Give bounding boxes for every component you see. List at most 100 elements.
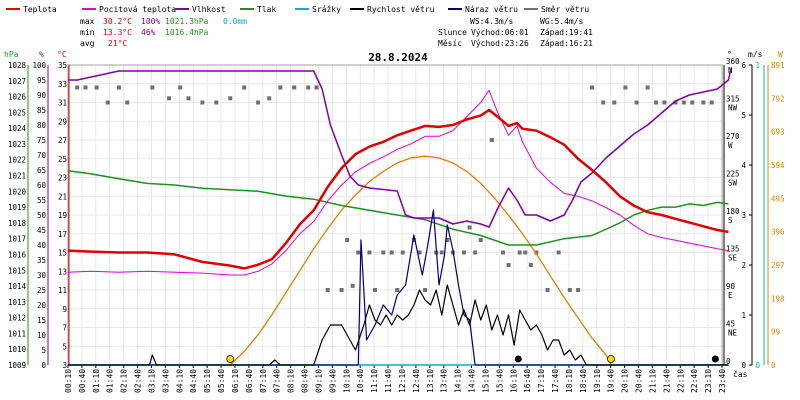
wind-direction-mark — [576, 288, 581, 292]
wind-direction-mark — [654, 100, 659, 105]
x-tick-label: 16:10 — [509, 369, 518, 393]
humidity-tick-label: 65 — [37, 166, 46, 175]
x-axis-label: čas — [733, 369, 748, 379]
humidity-tick-label: 55 — [37, 196, 46, 205]
temperature-tick-label: 7 — [62, 324, 67, 333]
wind-direction-mark — [345, 238, 350, 242]
x-tick-label: 01:40 — [106, 369, 115, 393]
wind-direction-mark — [462, 250, 467, 255]
wind-direction-mark — [400, 250, 405, 255]
stat-value: Východ:23:26 — [471, 39, 529, 48]
x-tick-label: 03:10 — [147, 369, 156, 393]
humidity-tick-label: 85 — [37, 106, 46, 115]
stats-panel: max 30.2°C 100% 1021.3hPa 0.0mm min 13.3°C 46% 1… — [80, 17, 593, 48]
direction-tick-name: NW — [728, 104, 738, 113]
x-tick-label: 05:10 — [203, 369, 212, 393]
x-tick-label: 14:10 — [454, 369, 463, 393]
pressure-tick-label: 1013 — [8, 298, 26, 307]
x-tick-label: 02:40 — [134, 369, 143, 393]
temperature-tick-label: 11 — [58, 286, 67, 295]
solar-tick-label: 891 — [771, 61, 785, 70]
wind-direction-mark — [612, 100, 617, 105]
x-tick-label: 18:40 — [579, 369, 588, 393]
temperature-tick-label: 33 — [58, 80, 67, 89]
humidity-tick-label: 0 — [41, 361, 46, 370]
wind-direction-mark — [473, 250, 478, 255]
wind-direction-mark — [662, 100, 667, 105]
wind-direction-mark — [167, 96, 172, 101]
x-tick-label: 20:10 — [621, 369, 630, 393]
wind-direction-mark — [423, 288, 428, 292]
direction-tick-label: 315 — [726, 95, 740, 104]
x-tick-label: 13:40 — [440, 369, 449, 393]
pressure-tick-label: 1015 — [8, 266, 26, 275]
x-tick-label: 11:40 — [384, 369, 393, 393]
pressure-axis-unit: hPa — [4, 50, 19, 59]
direction-tick-name: SE — [728, 254, 738, 263]
apparent-temperature-series — [67, 89, 729, 276]
wind-direction-mark — [356, 250, 361, 255]
pressure-tick-label: 1014 — [8, 282, 27, 291]
plot-area — [67, 67, 732, 366]
direction-tick-label: 180 — [726, 207, 740, 216]
pressure-tick-label: 1016 — [8, 250, 27, 259]
humidity-tick-label: 80 — [37, 121, 47, 130]
humidity-tick-label: 40 — [37, 241, 47, 250]
pressure-tick-label: 1025 — [8, 108, 26, 117]
direction-tick-label: 270 — [726, 132, 740, 141]
direction-tick-name: W — [728, 141, 733, 150]
moonset-marker — [514, 355, 522, 363]
stat-value: Západ:19:41 — [540, 28, 593, 37]
humidity-tick-label: 70 — [37, 151, 47, 160]
wind-direction-mark — [467, 225, 472, 230]
temperature-tick-label: 13 — [58, 267, 67, 276]
direction-tick-label: 225 — [726, 170, 740, 179]
temperature-tick-label: 27 — [58, 136, 67, 145]
stat-value: Slunce — [438, 28, 467, 37]
pressure-tick-label: 1026 — [8, 93, 27, 102]
x-tick-label: 09:40 — [328, 369, 337, 393]
humidity-series — [68, 67, 732, 228]
direction-tick-name: S — [728, 216, 733, 225]
pressure-tick-label: 1024 — [8, 124, 27, 133]
x-tick-label: 06:40 — [245, 369, 254, 393]
x-tick-label: 12:10 — [398, 369, 407, 393]
humidity-tick-label: 15 — [37, 316, 46, 325]
legend-label: Směr větru — [541, 5, 589, 14]
legend-label: Teplota — [23, 5, 57, 14]
stat-value: 21°C — [108, 39, 127, 48]
wind-speed-series — [68, 284, 729, 366]
humidity-tick-label: 75 — [37, 136, 46, 145]
wind-direction-mark — [623, 85, 628, 90]
stat-value: 0.0mm — [223, 17, 247, 26]
wind-direction-mark — [523, 250, 528, 255]
wind-direction-mark — [306, 85, 311, 90]
x-tick-label: 16:40 — [523, 369, 532, 393]
wind-direction-mark — [267, 96, 272, 101]
wind-direction-mark — [292, 85, 297, 90]
x-tick-label: 13:10 — [426, 369, 435, 393]
temperature-series — [67, 108, 729, 270]
x-tick-label: 07:10 — [259, 369, 268, 393]
temperature-tick-label: 21 — [58, 192, 67, 201]
wind-gust-series — [68, 209, 729, 366]
stat-value: 13.3°C — [103, 28, 132, 37]
legend: Teplota Pocitová teplota Vlhkost Tlak Srážky… — [6, 5, 589, 14]
wind-direction-mark — [500, 250, 505, 255]
stat-value: 30.2°C — [103, 17, 132, 26]
legend-label: Rychlost větru — [367, 5, 435, 14]
wind-direction-mark — [395, 288, 400, 292]
temperature-tick-label: 31 — [58, 99, 67, 108]
wind-direction-mark — [367, 250, 372, 255]
wind-direction-mark — [381, 250, 386, 255]
wind-direction-mark — [125, 100, 130, 105]
stat-value: avg — [80, 39, 95, 48]
stat-value: min — [80, 28, 95, 37]
humidity-tick-label: 20 — [37, 301, 47, 310]
solar-tick-label: 693 — [771, 128, 785, 137]
stat-value: Východ:06:01 — [471, 28, 529, 37]
x-tick-label: 01:10 — [92, 369, 101, 393]
x-tick-label: 08:10 — [287, 369, 296, 393]
wind-tick-label: 2 — [741, 261, 746, 270]
